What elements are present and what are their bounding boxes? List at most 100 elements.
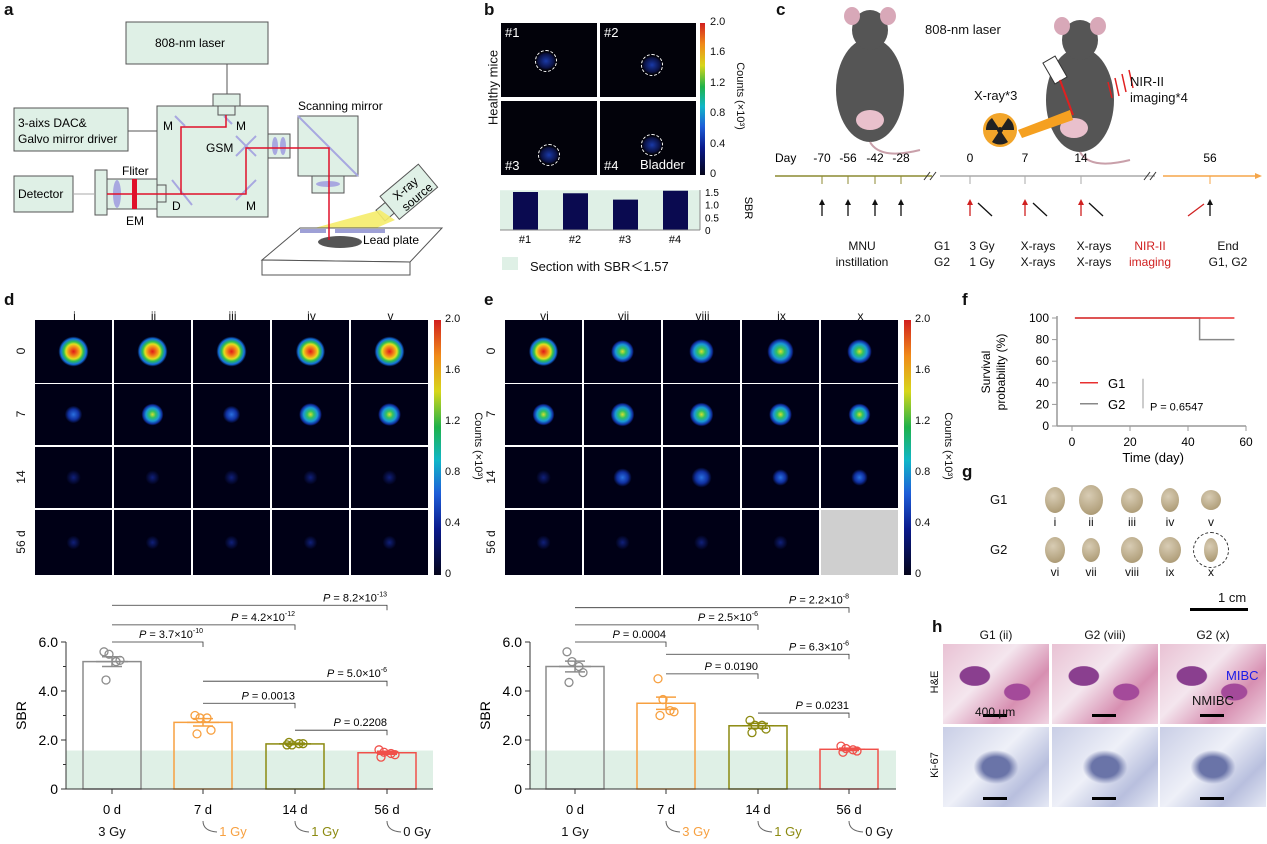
arrow-head	[1255, 173, 1262, 179]
colorbar	[434, 320, 441, 575]
colorbar-tick: 0	[915, 568, 922, 580]
imaging-arrow	[967, 199, 973, 205]
radiation-icon	[983, 113, 1017, 147]
nir-image	[35, 447, 112, 508]
y-tick-label: 0	[1042, 419, 1049, 433]
nir-label-2: imaging*4	[1130, 90, 1188, 105]
bladder-outline	[641, 134, 663, 156]
dose-arrow	[665, 820, 681, 833]
he-image	[1052, 644, 1158, 724]
nir-label-1: NIR-II	[1130, 74, 1164, 89]
xray-count-label: X-ray*3	[974, 88, 1018, 103]
data-point	[206, 725, 216, 735]
scale-bar	[983, 797, 1007, 800]
panel-label-g: g	[962, 462, 973, 481]
nir-image	[35, 384, 112, 445]
significance-bracket	[112, 641, 204, 647]
x-tick-label: 20	[1123, 435, 1137, 449]
dose-label: 1 Gy	[561, 824, 589, 839]
nir-image	[193, 384, 270, 445]
bladder-outline	[535, 50, 557, 72]
x-tick-label: 60	[1239, 435, 1253, 449]
colorbar-tick: 2.0	[445, 313, 461, 325]
y-tick-label: 80	[1036, 333, 1050, 347]
significance-bracket	[758, 712, 850, 719]
end-label: G1, G2	[1209, 255, 1248, 269]
colorbar-tick: 1.6	[710, 46, 726, 59]
dose-label: 3 Gy	[98, 824, 126, 839]
scale-bar	[1092, 714, 1116, 717]
day-label: Day	[775, 151, 796, 165]
bar	[613, 199, 638, 230]
x-axis-label: Time (day)	[1122, 450, 1184, 465]
driver-box	[13, 107, 129, 152]
tumor-label: iii	[1128, 515, 1136, 529]
day-tick-label: 14	[1074, 151, 1088, 165]
row-label: 0	[484, 347, 498, 354]
y-axis-label: probability (%)	[994, 334, 1008, 411]
column-label: ix	[777, 309, 786, 323]
nir-image	[742, 447, 819, 508]
nir-image	[193, 510, 270, 575]
threshold-band	[66, 750, 433, 789]
nir-image	[742, 510, 819, 575]
instillation-arrow	[872, 199, 878, 205]
y-tick-label: 4.0	[39, 683, 59, 699]
x-tick-label: 14 d	[745, 802, 770, 817]
y-tick-label: 6.0	[39, 634, 59, 650]
data-point	[578, 667, 588, 678]
p-value-label: P = 0.0231	[795, 700, 849, 712]
axis-break	[923, 171, 931, 181]
x-tick-label: #3	[619, 234, 631, 246]
nir-image	[663, 384, 740, 445]
y-tick-label: 20	[1036, 397, 1050, 411]
dose-arrow	[386, 820, 402, 833]
nir-image	[505, 510, 582, 575]
panel-label-a: a	[4, 0, 14, 19]
p-value-label: P = 8.2×10-13	[323, 591, 387, 604]
row-label: H&E	[929, 670, 941, 694]
column-label: viii	[695, 309, 710, 323]
nir-image	[272, 320, 349, 383]
bladder-outline	[538, 144, 560, 166]
tile-label: #3	[505, 158, 520, 173]
colorbar-tick: 0.4	[445, 517, 461, 529]
significance-bracket	[575, 624, 759, 630]
nir-image	[35, 510, 112, 575]
p-value-label: P = 3.7×10-10	[139, 628, 203, 641]
dose-arrow	[294, 820, 310, 833]
tumor-label: x	[1208, 565, 1214, 579]
tumor-label: viii	[1125, 565, 1139, 579]
y-tick-label: 0	[50, 781, 58, 797]
he-image	[1160, 644, 1266, 724]
empty-image	[821, 510, 898, 575]
tumor-photo	[1161, 488, 1179, 512]
tumor-photo	[1082, 538, 1100, 562]
nir-image	[272, 384, 349, 445]
nir-image	[193, 447, 270, 508]
nir-image	[742, 320, 819, 383]
data-point	[848, 745, 858, 755]
x-tick-label: #1	[519, 234, 531, 246]
nir-image	[114, 384, 191, 445]
colorbar-tick: 0.8	[710, 107, 726, 120]
nir-image	[114, 510, 191, 575]
row-label: 7	[14, 410, 28, 417]
detector-label: Detector	[18, 187, 63, 201]
data-point	[836, 741, 846, 751]
c-laser-label: 808-nm laser	[925, 22, 1001, 37]
ki67-image	[1052, 727, 1158, 807]
colorbar-tick: 0.4	[915, 517, 931, 529]
significance-bracket	[575, 607, 850, 613]
x-tick-label: 56 d	[374, 802, 399, 817]
data-point	[190, 710, 200, 721]
day-tick-label: 7	[1022, 151, 1029, 165]
data-point	[669, 707, 679, 717]
g-scale-label: 1 cm	[1218, 590, 1247, 605]
colorbar-tick: 2.0	[915, 313, 931, 325]
tumor-label: ix	[1165, 565, 1175, 579]
p-value-label: P = 2.5×10-6	[698, 611, 758, 624]
em-label: EM	[126, 214, 144, 228]
dose-label: 0 Gy	[865, 824, 893, 839]
legend-label: G1	[1108, 376, 1125, 391]
